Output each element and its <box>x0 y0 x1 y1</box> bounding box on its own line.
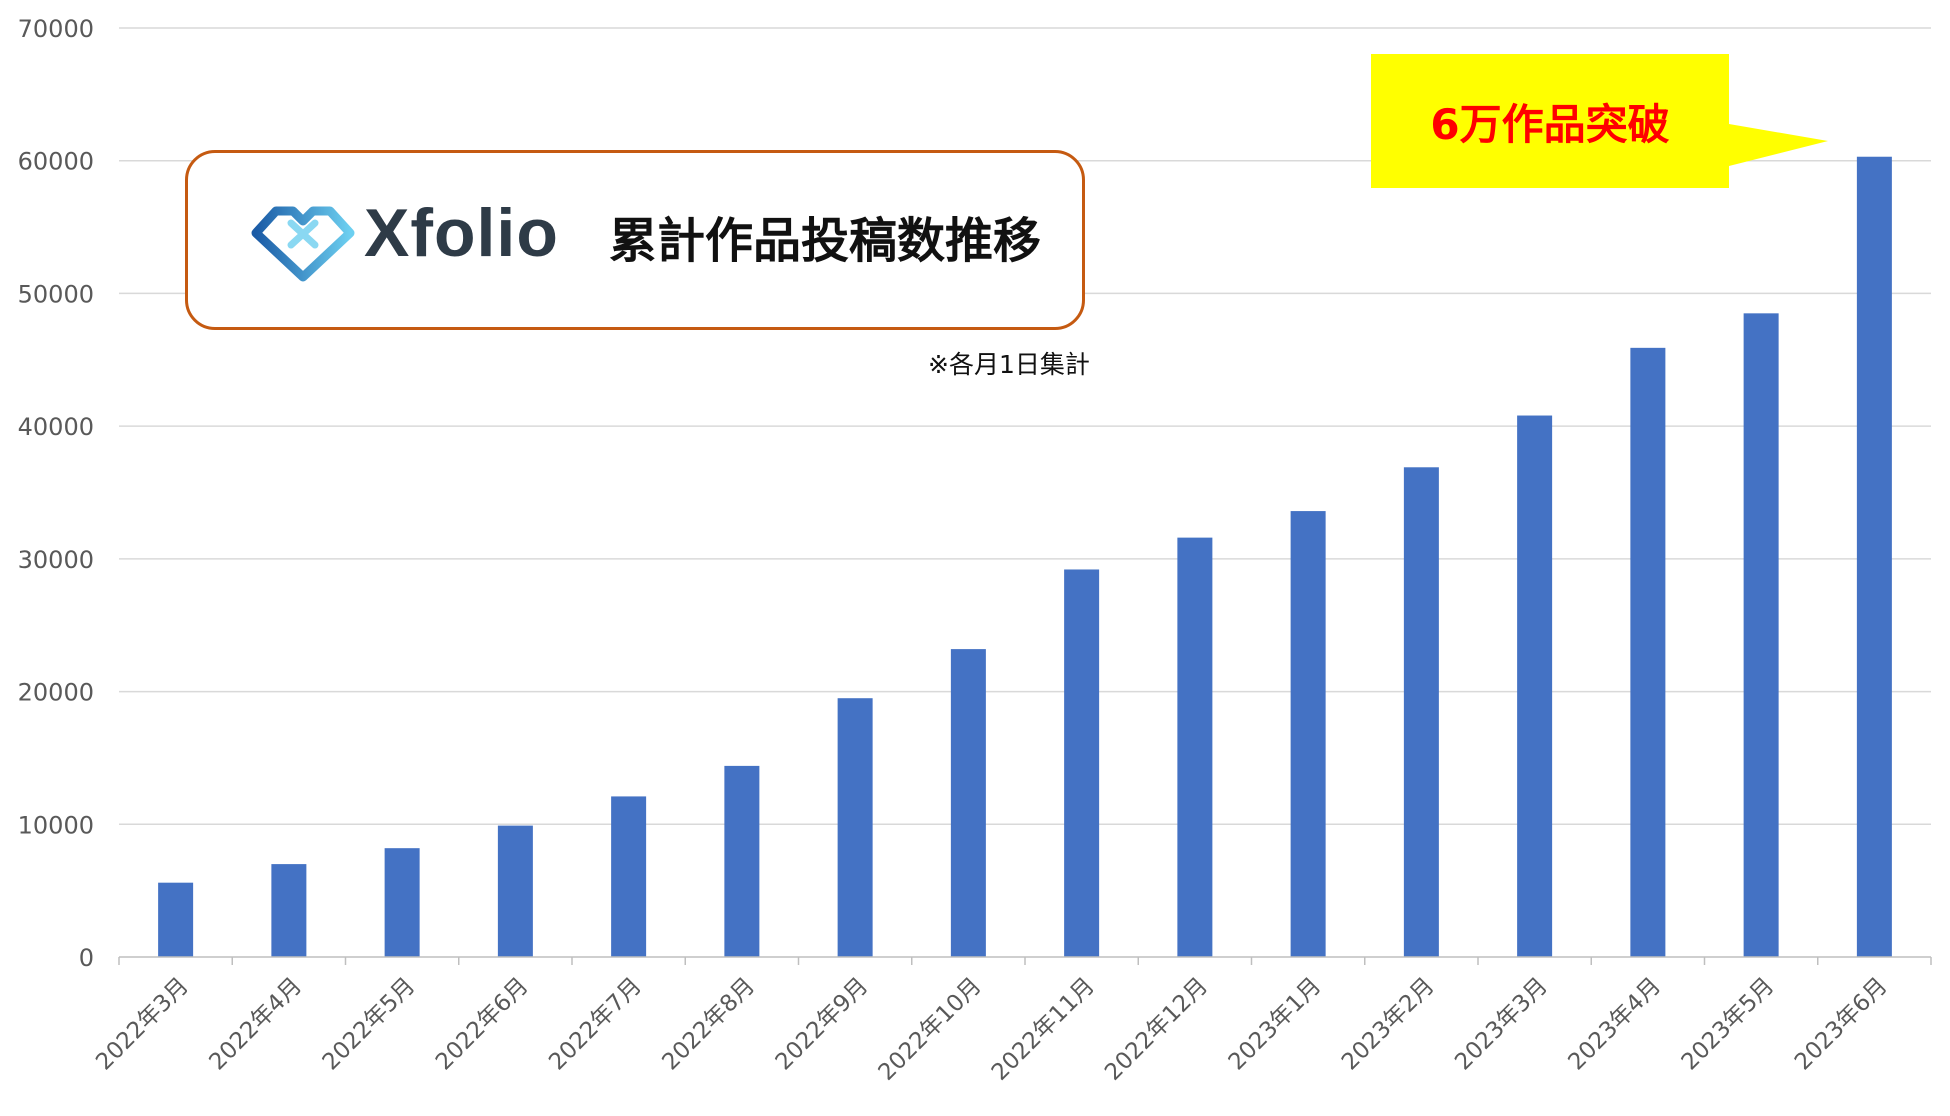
x-tick-label: 2022年4月 <box>204 973 307 1076</box>
bar <box>1517 415 1553 957</box>
y-tick-label: 70000 <box>18 15 94 43</box>
y-tick-label: 0 <box>79 944 94 972</box>
x-tick-label: 2022年7月 <box>544 973 647 1076</box>
bar <box>1177 537 1213 957</box>
x-tick-label: 2022年12月 <box>1100 973 1213 1086</box>
bar <box>497 825 533 957</box>
bar <box>158 882 194 957</box>
y-tick-label: 20000 <box>18 679 94 707</box>
bar <box>384 848 420 957</box>
bar <box>1743 313 1779 958</box>
y-tick-label: 50000 <box>18 280 94 308</box>
x-tick-label: 2022年10月 <box>874 973 987 1086</box>
bar <box>724 765 760 957</box>
bars <box>158 156 1892 958</box>
xfolio-heart-icon <box>251 206 355 282</box>
title-panel: Xfolio 累計作品投稿数推移 <box>185 150 1085 330</box>
bar <box>1403 467 1439 957</box>
bar <box>611 796 647 957</box>
x-tick-label: 2023年5月 <box>1677 973 1780 1076</box>
x-tick-label: 2023年3月 <box>1450 973 1553 1076</box>
x-tick-label: 2023年4月 <box>1563 973 1666 1076</box>
chart-title: 累計作品投稿数推移 <box>609 213 1042 269</box>
x-tick-label: 2022年5月 <box>318 973 421 1076</box>
bar <box>837 698 873 957</box>
bar <box>1064 569 1100 957</box>
x-tick-label: 2022年9月 <box>771 973 874 1076</box>
y-axis: 0 10000 20000 30000 40000 50000 60000 70000 <box>18 15 94 972</box>
bar <box>1856 156 1892 958</box>
y-tick-label: 10000 <box>18 811 94 839</box>
callout-bubble <box>1371 54 1828 188</box>
x-axis: 2022年3月 2022年4月 2022年5月 2022年6月 2022年7月 2022年… <box>91 956 1932 1086</box>
y-tick-label: 60000 <box>18 148 94 176</box>
bar <box>1630 347 1666 957</box>
callout-text: 6万作品突破 <box>1430 99 1670 149</box>
x-tick-label: 2022年11月 <box>987 973 1100 1086</box>
bar <box>1290 511 1326 957</box>
bar <box>950 649 986 957</box>
x-tick-label: 2023年2月 <box>1337 973 1440 1076</box>
x-tick-label: 2022年8月 <box>657 973 760 1076</box>
x-tick-label: 2023年1月 <box>1224 973 1327 1076</box>
aggregation-note: ※各月1日集計 <box>928 350 1090 379</box>
x-tick-label: 2022年6月 <box>431 973 534 1076</box>
logo-text: Xfolio <box>364 195 559 271</box>
y-tick-label: 40000 <box>18 413 94 441</box>
x-tick-label: 2022年3月 <box>91 973 194 1076</box>
x-tick-label: 2023年6月 <box>1790 973 1893 1076</box>
bar <box>271 864 307 957</box>
y-tick-label: 30000 <box>18 546 94 574</box>
